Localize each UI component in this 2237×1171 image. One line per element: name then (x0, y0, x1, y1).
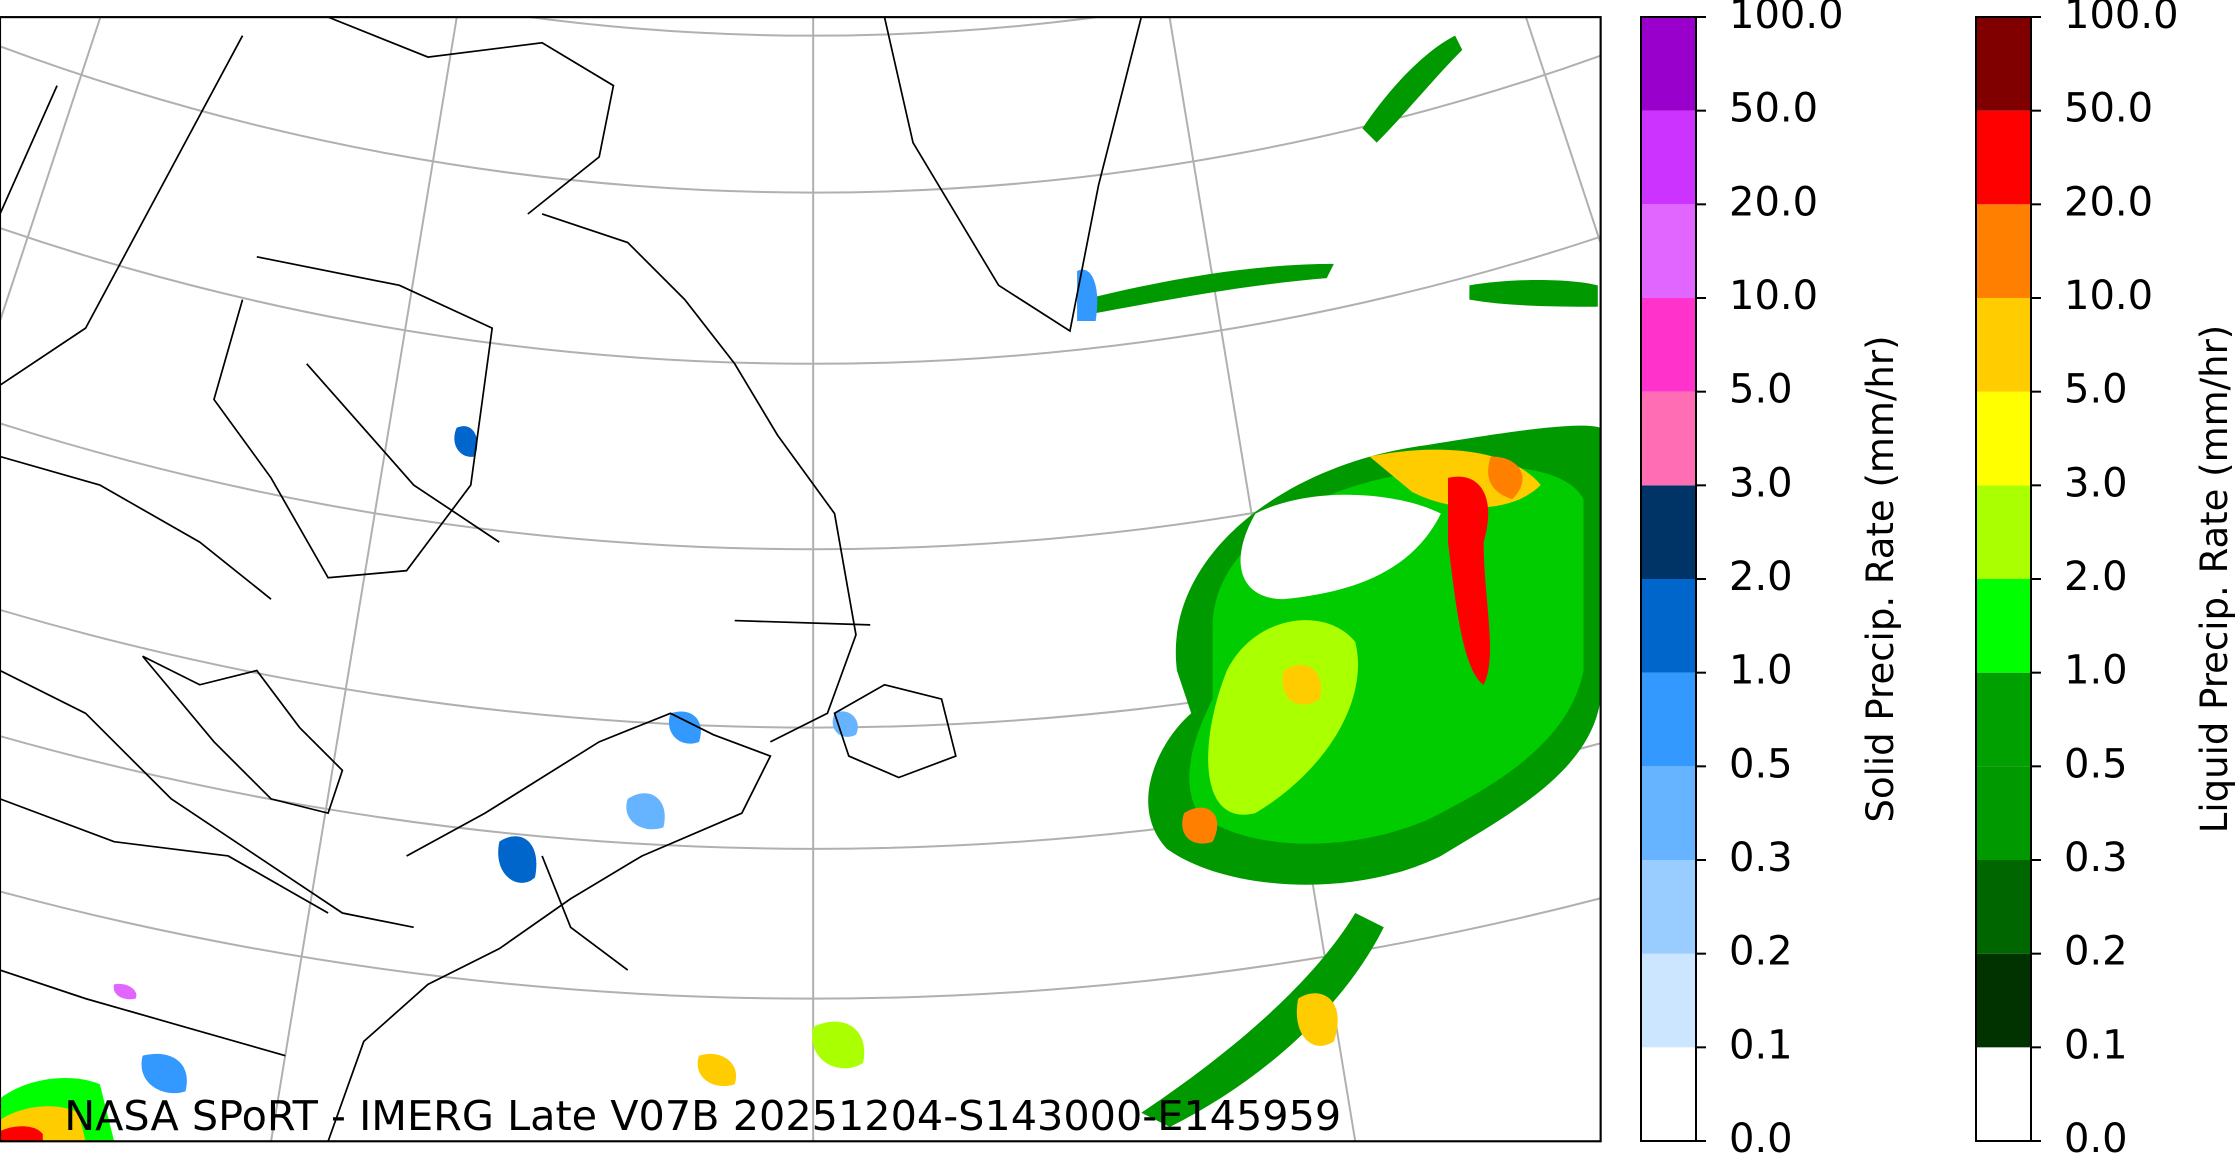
colorbar-bin (1976, 204, 2031, 298)
colorbar-tick-label: 0.0 (1729, 1116, 1793, 1162)
colorbar-tick-label: 10.0 (1729, 273, 1818, 319)
colorbar-tick-label: 0.3 (1729, 835, 1793, 881)
colorbar-tick-label: 0.1 (1729, 1022, 1793, 1068)
colorbar-tick-label: 0.1 (2064, 1022, 2128, 1068)
colorbar-bin (1641, 391, 1696, 486)
coastlines (0, 17, 1143, 1142)
colorbar-tick-label: 100.0 (2064, 0, 2179, 38)
precipitation (0, 35, 1601, 1142)
map: NASA SPoRT - IMERG Late V07B 20251204-S1… (0, 16, 1602, 1143)
colorbar-tick-label: 0.5 (1729, 741, 1793, 787)
colorbar-tick-label: 100.0 (1729, 0, 1844, 38)
colorbar-bin (1641, 110, 1696, 205)
colorbar-bin (1976, 485, 2031, 579)
colorbar-title: Liquid Precip. Rate (mm/hr) (2193, 325, 2236, 834)
colorbar-bin (1641, 17, 1696, 111)
colorbar-tick-label: 5.0 (1729, 367, 1793, 413)
colorbar-tick-label: 0.2 (1729, 929, 1793, 975)
map-frame (0, 16, 1602, 1143)
colorbar-tick-label: 0.3 (2064, 835, 2128, 881)
colorbar-bin (1976, 860, 2031, 954)
footer-text: NASA SPoRT - IMERG Late V07B 20251204-S1… (64, 1092, 1341, 1140)
colorbar-tick-label: 5.0 (2064, 367, 2128, 413)
colorbar-bin (1641, 953, 1696, 1048)
colorbar-tick-label: 10.0 (2064, 273, 2153, 319)
colorbar-bin (1976, 17, 2031, 111)
colorbar-bin (1976, 579, 2031, 673)
colorbar-bin (1641, 672, 1696, 767)
colorbar-bin (1976, 953, 2031, 1048)
colorbar-bin (1641, 1047, 1696, 1141)
colorbar-bin (1976, 298, 2031, 392)
colorbar-tick-label: 3.0 (1729, 460, 1793, 506)
colorbar-tick-label: 0.2 (2064, 929, 2128, 975)
colorbar-tick-label: 1.0 (1729, 648, 1793, 694)
colorbar-bin (1641, 485, 1696, 579)
colorbar-bin (1641, 298, 1696, 392)
colorbar-tick-label: 2.0 (2064, 554, 2128, 600)
colorbar-bin (1976, 110, 2031, 205)
colorbar-bin (1641, 860, 1696, 954)
colorbar-bin (1976, 672, 2031, 767)
colorbar-tick-label: 0.0 (2064, 1116, 2128, 1162)
colorbar-title: Solid Precip. Rate (mm/hr) (1859, 335, 1902, 822)
colorbar-bin (1976, 1047, 2031, 1141)
colorbar-tick-label: 20.0 (1729, 179, 1818, 225)
colorbar-bin (1641, 579, 1696, 673)
colorbar-bin (1976, 391, 2031, 486)
colorbar-tick-label: 1.0 (2064, 648, 2128, 694)
colorbar-tick-label: 50.0 (2064, 86, 2153, 132)
colorbar-bin (1641, 204, 1696, 298)
colorbar-tick-label: 50.0 (1729, 86, 1818, 132)
map-content: NASA SPoRT - IMERG Late V07B 20251204-S1… (0, 17, 1601, 1142)
colorbar-bin (1976, 766, 2031, 860)
colorbar-tick-label: 20.0 (2064, 179, 2153, 225)
colorbar-tick-label: 3.0 (2064, 460, 2128, 506)
colorbar-tick-label: 0.5 (2064, 741, 2128, 787)
colorbar-tick-label: 2.0 (1729, 554, 1793, 600)
colorbar-bin (1641, 766, 1696, 860)
